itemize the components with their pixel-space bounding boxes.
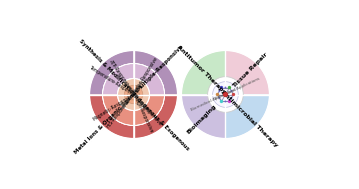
Text: Tissue Repair: Tissue Repair xyxy=(231,52,268,89)
Wedge shape xyxy=(103,94,134,125)
Circle shape xyxy=(230,97,232,99)
Circle shape xyxy=(132,94,135,95)
Text: Biomedical Applications: Biomedical Applications xyxy=(214,77,261,101)
Circle shape xyxy=(223,92,228,97)
Text: Synthesis & Modification: Synthesis & Modification xyxy=(78,39,136,97)
Circle shape xyxy=(216,93,219,96)
Circle shape xyxy=(232,93,235,96)
Text: Endogenous & Exogenous: Endogenous & Exogenous xyxy=(130,91,190,151)
Circle shape xyxy=(118,79,149,110)
Wedge shape xyxy=(225,94,270,139)
Circle shape xyxy=(228,86,231,89)
Text: Bioimaging: Bioimaging xyxy=(185,103,217,135)
Circle shape xyxy=(230,90,232,92)
Wedge shape xyxy=(134,94,164,125)
Circle shape xyxy=(219,90,220,92)
Text: Ligh-Responsive: Ligh-Responsive xyxy=(133,98,154,134)
Wedge shape xyxy=(181,50,225,94)
Text: Materials: Materials xyxy=(120,94,134,112)
Text: Metal Ions & Organic ligands: Metal Ions & Organic ligands xyxy=(74,88,140,155)
Wedge shape xyxy=(89,50,134,94)
Wedge shape xyxy=(134,94,178,139)
Wedge shape xyxy=(225,50,270,94)
Text: MOF-based: MOF-based xyxy=(131,93,149,113)
Circle shape xyxy=(208,77,243,112)
Wedge shape xyxy=(89,94,134,139)
Text: H₂S-Responsive: H₂S-Responsive xyxy=(106,97,132,129)
Text: Antimicrobial Therapy: Antimicrobial Therapy xyxy=(220,90,279,148)
Text: Temperature-Responsive: Temperature-Responsive xyxy=(88,65,139,99)
Circle shape xyxy=(224,101,227,102)
Circle shape xyxy=(124,85,143,104)
Circle shape xyxy=(219,97,220,99)
Text: ATP-Responsive: ATP-Responsive xyxy=(108,59,132,91)
Wedge shape xyxy=(134,50,178,94)
Circle shape xyxy=(220,86,223,89)
Circle shape xyxy=(213,82,238,107)
Text: Multiple-Responsive: Multiple-Responsive xyxy=(136,44,184,92)
Wedge shape xyxy=(103,64,134,94)
Text: Magnetic-Responsive: Magnetic-Responsive xyxy=(92,92,136,122)
Text: Biomedical Applications: Biomedical Applications xyxy=(190,88,237,112)
Text: Redox-Responsive: Redox-Responsive xyxy=(133,56,159,94)
Text: Antitumor Therapy: Antitumor Therapy xyxy=(176,45,227,96)
Text: Ion-Responsive: Ion-Responsive xyxy=(136,97,163,127)
Circle shape xyxy=(228,100,231,103)
Text: Responsive: Responsive xyxy=(131,75,148,96)
Circle shape xyxy=(224,87,227,88)
Wedge shape xyxy=(134,64,164,94)
Text: Stimuli: Stimuli xyxy=(121,79,133,93)
Wedge shape xyxy=(181,94,225,139)
Circle shape xyxy=(220,100,223,103)
